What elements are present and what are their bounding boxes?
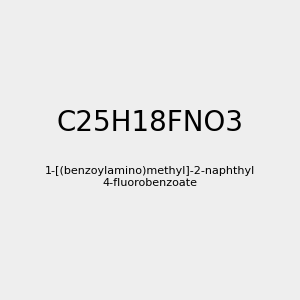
Text: C25H18FNO3: C25H18FNO3 xyxy=(56,109,244,137)
Text: 1-[(benzoylamino)methyl]-2-naphthyl 4-fluorobenzoate: 1-[(benzoylamino)methyl]-2-naphthyl 4-fl… xyxy=(45,166,255,188)
